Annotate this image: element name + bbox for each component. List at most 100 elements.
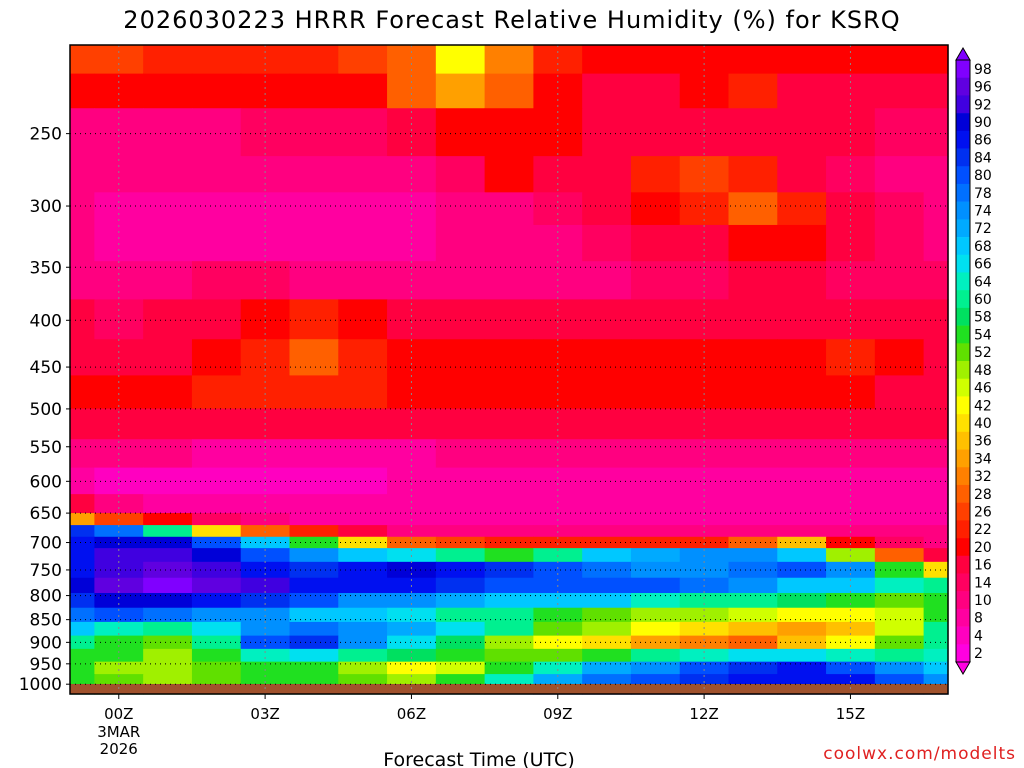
heatmap-cell <box>338 577 388 594</box>
colorbar-bottom-arrow <box>955 661 971 675</box>
heatmap-cell <box>289 648 339 663</box>
heatmap-cell <box>874 548 925 563</box>
heatmap-cell <box>923 73 949 109</box>
heatmap-cell <box>70 561 95 579</box>
colorbar-label: 78 <box>974 186 992 202</box>
heatmap-cell <box>874 593 925 609</box>
heatmap-cell <box>94 494 144 514</box>
heatmap-cell <box>728 635 778 650</box>
heatmap-cell <box>191 108 242 157</box>
heatmap-cell <box>777 607 827 623</box>
heatmap-cell <box>533 635 583 650</box>
x-tick-label: 06Z <box>397 705 426 723</box>
heatmap-cell <box>582 45 632 75</box>
heatmap-cell <box>533 593 583 609</box>
heatmap-cell <box>143 439 193 469</box>
colorbar-swatch <box>956 290 970 309</box>
heatmap-cell <box>435 108 486 157</box>
x-tick-label: 00Z <box>104 705 133 723</box>
heatmap-cell <box>582 536 632 549</box>
heatmap-cell <box>387 674 437 685</box>
heatmap-cell <box>923 224 949 262</box>
x-axis-title: Forecast Time (UTC) <box>383 749 574 768</box>
heatmap-cell <box>728 224 778 262</box>
colorbar-swatch <box>956 484 970 503</box>
heatmap-cell <box>338 494 388 514</box>
heatmap-cell <box>387 661 437 675</box>
heatmap-cell <box>143 339 193 377</box>
colorbar-swatch <box>956 343 970 362</box>
heatmap-cell <box>191 593 242 609</box>
heatmap-cell <box>777 635 827 650</box>
heatmap-cell <box>484 439 534 469</box>
heatmap-cell <box>630 339 681 377</box>
heatmap-cell <box>191 261 242 300</box>
heatmap-cell <box>728 621 778 637</box>
heatmap-cell <box>582 261 632 300</box>
colorbar-label: 64 <box>974 274 992 290</box>
heatmap-cell <box>874 192 925 226</box>
colorbar-swatch <box>956 130 970 149</box>
heatmap-cell <box>630 224 681 262</box>
heatmap-cell <box>338 339 388 377</box>
heatmap-cell <box>289 192 339 226</box>
heatmap-cell <box>923 648 949 663</box>
heatmap-cell <box>289 73 339 109</box>
heatmap-cell <box>289 525 339 538</box>
heatmap-cell <box>728 661 778 675</box>
heatmap-cell <box>143 607 193 623</box>
colorbar-label: 10 <box>974 593 992 609</box>
heatmap-cell <box>484 261 534 300</box>
heatmap-cell <box>191 536 242 549</box>
heatmap-cell <box>630 108 681 157</box>
heatmap-cell <box>289 299 339 340</box>
heatmap-cell <box>70 536 95 549</box>
heatmap-cell <box>484 108 534 157</box>
heatmap-cell <box>191 156 242 193</box>
heatmap-cell <box>70 607 95 623</box>
colorbar-swatch <box>956 148 970 167</box>
heatmap-cell <box>338 45 388 75</box>
heatmap-cell <box>533 156 583 193</box>
heatmap-cell <box>630 661 681 675</box>
heatmap-cell <box>484 621 534 637</box>
heatmap-cell <box>240 156 291 193</box>
heatmap-cell <box>289 494 339 514</box>
heatmap-cell <box>70 375 95 410</box>
heatmap-cell <box>630 439 681 469</box>
heatmap-cell <box>143 108 193 157</box>
colorbar-label: 86 <box>974 133 992 149</box>
heatmap-cell <box>387 635 437 650</box>
heatmap-cell <box>582 548 632 563</box>
heatmap-cell <box>728 299 778 340</box>
colorbar-label: 14 <box>974 575 992 591</box>
heatmap-cell <box>728 192 778 226</box>
y-tick-label: 1000 <box>19 675 62 695</box>
heatmap-cell <box>582 513 632 526</box>
colorbar-label: 46 <box>974 381 992 397</box>
heatmap-cell <box>484 73 534 109</box>
heatmap-cell <box>435 375 486 410</box>
colorbar-swatch <box>956 449 970 468</box>
heatmap-cell <box>826 375 876 410</box>
colorbar-label: 34 <box>974 451 992 467</box>
heatmap-cell <box>679 648 730 663</box>
heatmap-cell <box>435 439 486 469</box>
heatmap-cell <box>630 525 681 538</box>
heatmap-cell <box>679 674 730 685</box>
colorbar-swatch <box>956 307 970 326</box>
heatmap-cell <box>191 73 242 109</box>
heatmap-cell <box>582 661 632 675</box>
heatmap-cell <box>338 299 388 340</box>
heatmap-cell <box>191 299 242 340</box>
heatmap-cell <box>484 339 534 377</box>
heatmap-cell <box>777 536 827 549</box>
heatmap-cell <box>679 593 730 609</box>
heatmap-cell <box>338 661 388 675</box>
heatmap-cell <box>143 593 193 609</box>
source-watermark: coolwx.com/modelts <box>823 744 1016 764</box>
heatmap-cell <box>191 548 242 563</box>
heatmap-cell <box>533 73 583 109</box>
heatmap-cell <box>435 339 486 377</box>
